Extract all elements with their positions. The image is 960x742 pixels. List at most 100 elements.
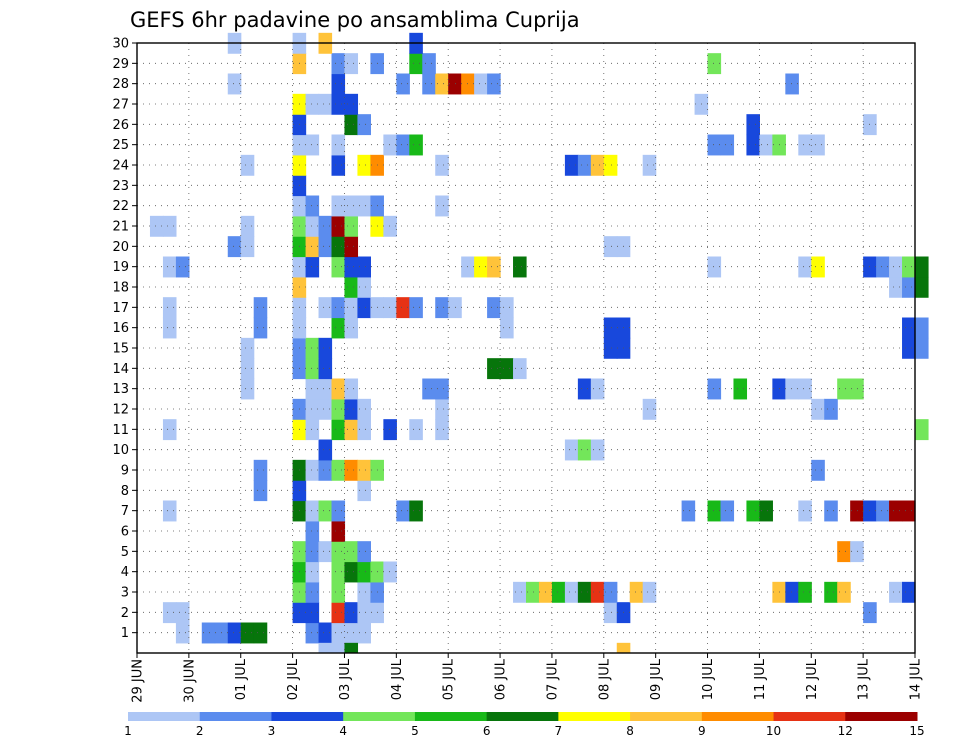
data-cell bbox=[331, 581, 346, 603]
data-cell bbox=[240, 622, 255, 644]
data-cell bbox=[837, 581, 851, 603]
data-cell bbox=[850, 500, 864, 522]
y-tick-label: 26 bbox=[112, 118, 129, 133]
data-cell bbox=[526, 581, 540, 603]
data-cell bbox=[318, 642, 333, 653]
data-cell bbox=[305, 378, 320, 400]
data-cell bbox=[435, 73, 449, 95]
data-cell bbox=[331, 256, 346, 278]
data-cell bbox=[149, 215, 164, 237]
legend-swatch bbox=[128, 712, 201, 721]
data-cell bbox=[162, 500, 177, 522]
color-legend: 12345678910121520 bbox=[124, 712, 925, 738]
data-cell bbox=[344, 398, 359, 420]
data-cell bbox=[785, 73, 799, 95]
data-cell bbox=[227, 236, 242, 258]
data-cell bbox=[305, 93, 320, 115]
data-cell bbox=[318, 215, 333, 237]
data-cell bbox=[564, 154, 579, 176]
data-cell bbox=[902, 500, 916, 522]
data-cell bbox=[396, 500, 410, 522]
data-cell bbox=[305, 622, 320, 644]
data-cell bbox=[240, 154, 255, 176]
data-cell bbox=[409, 419, 423, 441]
data-cell bbox=[331, 642, 346, 653]
x-tick-label: 13 JUL bbox=[857, 658, 872, 700]
data-cell bbox=[305, 215, 320, 237]
data-cell bbox=[902, 317, 916, 339]
data-cell bbox=[240, 215, 255, 237]
legend-tick-label: 4 bbox=[339, 724, 347, 738]
data-cell bbox=[305, 459, 320, 481]
data-cell bbox=[357, 602, 371, 624]
y-tick-label: 16 bbox=[112, 321, 129, 336]
data-cell bbox=[344, 114, 359, 136]
x-tick-label: 02 JUL bbox=[286, 658, 301, 700]
data-cell bbox=[201, 622, 216, 644]
data-cell bbox=[344, 602, 359, 624]
legend-swatch bbox=[773, 712, 846, 721]
data-cell bbox=[357, 541, 371, 563]
legend-tick-label: 15 bbox=[909, 724, 924, 738]
data-cell bbox=[331, 500, 346, 522]
data-cell bbox=[331, 154, 346, 176]
y-tick-label: 4 bbox=[121, 565, 129, 580]
x-tick-label: 29 JUN bbox=[131, 659, 146, 703]
grid-lines bbox=[137, 42, 915, 653]
data-cell bbox=[500, 297, 514, 319]
data-cell bbox=[344, 561, 359, 583]
data-cell bbox=[331, 73, 346, 95]
data-cell bbox=[344, 541, 359, 563]
x-tick-label: 12 JUL bbox=[805, 658, 820, 700]
data-cell bbox=[227, 622, 242, 644]
data-cell bbox=[603, 154, 618, 176]
y-tick-label: 14 bbox=[112, 362, 129, 377]
data-cell bbox=[175, 602, 190, 624]
data-cell bbox=[513, 358, 527, 380]
legend-tick-label: 10 bbox=[766, 724, 781, 738]
data-cell bbox=[318, 439, 333, 461]
data-cell bbox=[915, 317, 929, 339]
data-cell bbox=[889, 256, 903, 278]
legend-tick-label: 12 bbox=[838, 724, 853, 738]
y-tick-label: 20 bbox=[112, 240, 129, 255]
legend-tick-label: 5 bbox=[411, 724, 419, 738]
data-cell bbox=[487, 73, 501, 95]
data-cell bbox=[487, 358, 501, 380]
x-tick-label: 30 JUN bbox=[182, 659, 197, 703]
data-cell bbox=[876, 256, 890, 278]
data-cell bbox=[383, 215, 397, 237]
data-cell bbox=[318, 93, 333, 115]
data-cell bbox=[837, 541, 851, 563]
data-cell bbox=[564, 439, 579, 461]
data-cell bbox=[318, 500, 333, 522]
data-cell bbox=[474, 256, 488, 278]
data-cell bbox=[707, 53, 722, 75]
x-tick-label: 01 JUL bbox=[234, 658, 249, 700]
y-tick-label: 25 bbox=[112, 138, 129, 153]
data-cell bbox=[642, 398, 657, 420]
data-cell bbox=[318, 622, 333, 644]
legend-swatch bbox=[558, 712, 631, 721]
data-cell bbox=[603, 236, 618, 258]
data-cell bbox=[889, 276, 903, 298]
chart-title: GEFS 6hr padavine po ansamblima Cuprija bbox=[130, 8, 580, 32]
data-cell bbox=[902, 581, 916, 603]
data-cell bbox=[331, 297, 346, 319]
legend-tick-label: 8 bbox=[626, 724, 634, 738]
data-cell bbox=[305, 500, 320, 522]
data-cell bbox=[305, 337, 320, 359]
legend-swatch bbox=[845, 712, 918, 721]
data-cell bbox=[824, 398, 838, 420]
data-cell bbox=[357, 195, 371, 217]
data-cell bbox=[305, 134, 320, 156]
y-tick-label: 3 bbox=[121, 586, 129, 601]
data-cell bbox=[850, 541, 864, 563]
legend-swatch bbox=[414, 712, 488, 721]
legend-swatch bbox=[343, 712, 416, 721]
data-cell bbox=[616, 642, 631, 653]
data-cell bbox=[642, 581, 657, 603]
legend-tick-label: 9 bbox=[698, 724, 706, 738]
data-cell bbox=[331, 378, 346, 400]
data-cell bbox=[798, 581, 812, 603]
